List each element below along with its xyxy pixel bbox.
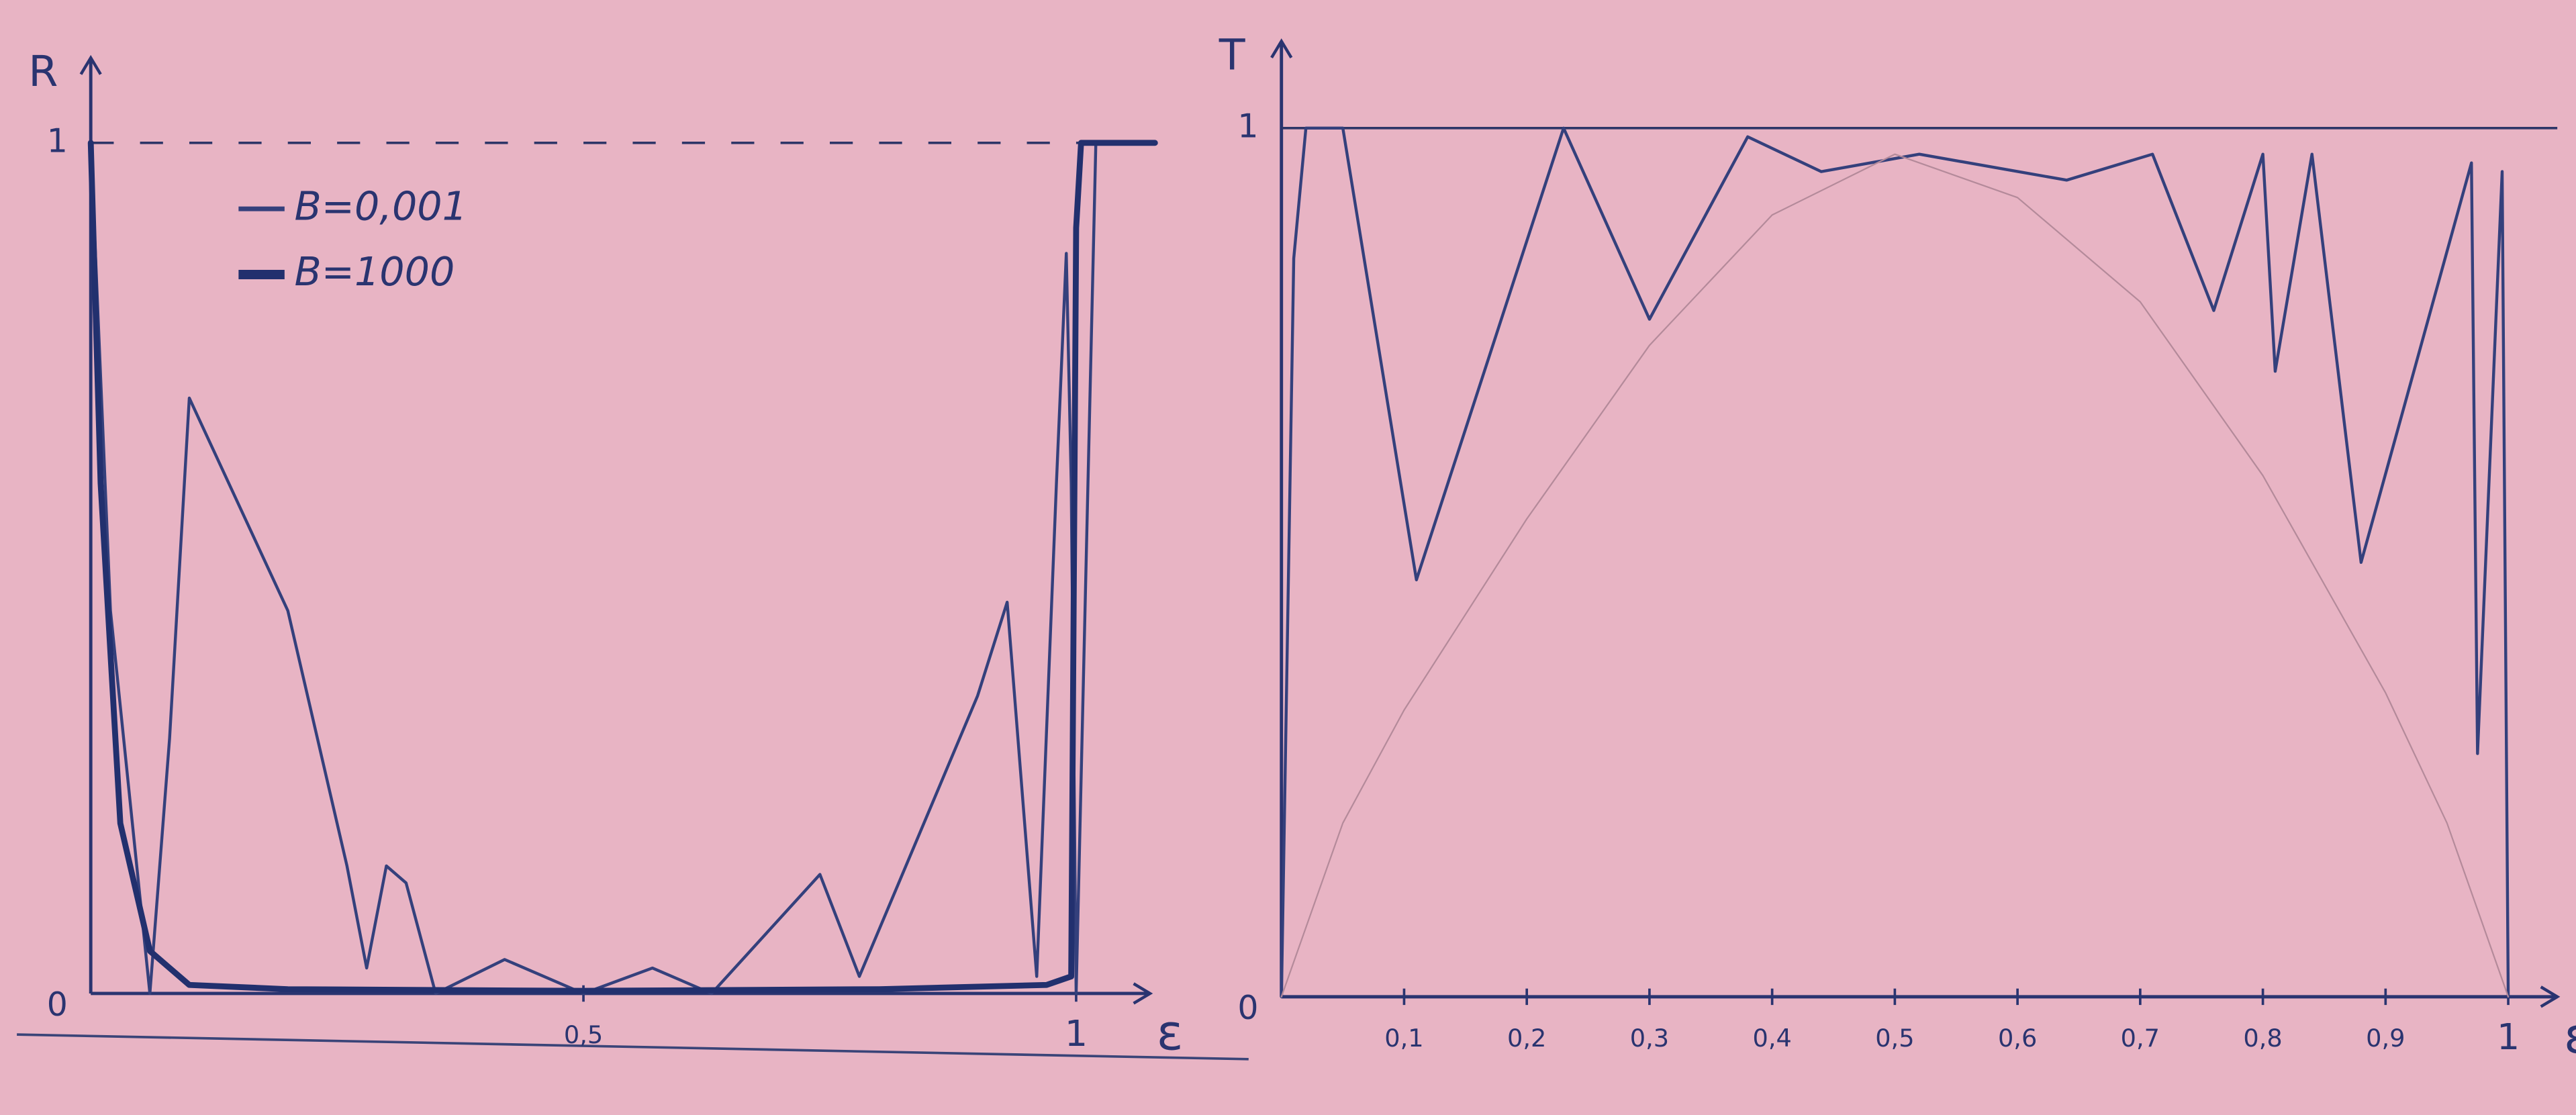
x-tick-label: 0,1 xyxy=(1384,1024,1423,1053)
legend-label: B=1000 xyxy=(295,249,455,295)
page-rule xyxy=(17,1033,1249,1061)
x-tick-label: 0,5 xyxy=(1875,1024,1914,1053)
legend-label: B=0,001 xyxy=(295,183,467,229)
x-tick-label: 0,8 xyxy=(2243,1024,2282,1053)
x-axis-label: ε xyxy=(2564,1008,2576,1065)
axis-arrow xyxy=(2540,985,2561,1008)
x-tick-label: 0,7 xyxy=(2121,1024,2160,1053)
x-tick-label: 0,6 xyxy=(1998,1024,2037,1053)
y-tick-label: 1 xyxy=(47,122,68,160)
x-tick-label: 0,5 xyxy=(564,1020,603,1049)
plot: Tε 0 1 0,1 0,2 0,3 0,4 0,5 0,6 0,7 0,8 0,9 1 xyxy=(1219,30,2576,1065)
x-tick-label: 0,3 xyxy=(1630,1024,1669,1053)
y-tick-label: 1 xyxy=(1237,107,1258,145)
series-line xyxy=(1280,153,2510,998)
x-tick-label: 0,4 xyxy=(1752,1024,1791,1053)
plot: Rε 0 1 0,5 1 B=0,001 B=1000 xyxy=(28,46,1183,1061)
axis-arrow xyxy=(1133,982,1153,1005)
x-tick-label: 1 xyxy=(2497,1016,2520,1058)
x-tick-label: 1 xyxy=(1065,1012,1088,1055)
x-tick-label: 0,9 xyxy=(2366,1024,2405,1053)
y-axis-label: T xyxy=(1219,30,1246,79)
y-axis-label: R xyxy=(28,46,58,96)
series-line xyxy=(87,140,1158,994)
x-tick-label: 0,2 xyxy=(1507,1024,1546,1053)
y-tick-label: 0 xyxy=(1237,989,1258,1027)
y-tick-label: 0 xyxy=(47,985,68,1024)
axis-arrow xyxy=(79,54,102,75)
x-axis-label: ε xyxy=(1157,1005,1184,1062)
series-line xyxy=(1280,126,2510,999)
axis-arrow xyxy=(1270,38,1293,58)
